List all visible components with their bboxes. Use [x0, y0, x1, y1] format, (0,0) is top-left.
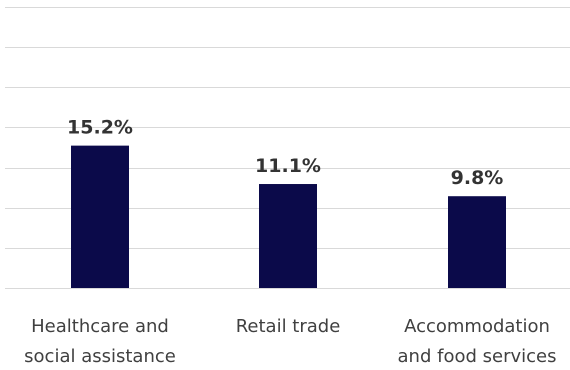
data-label: 15.2%: [67, 117, 133, 139]
bar: [259, 184, 317, 288]
category-label-line: Healthcare and: [31, 316, 169, 337]
data-label: 11.1%: [255, 155, 321, 177]
category-labels: Healthcare and social assistance Retail tr…: [24, 316, 556, 367]
category-label-line: Retail trade: [236, 316, 341, 337]
bar: [71, 145, 129, 288]
category-label-line: Accommodation: [404, 316, 550, 337]
category-label-line: and food services: [398, 346, 557, 367]
category-label: Accommodation and food services: [398, 316, 557, 367]
data-labels: 15.2% 11.1% 9.8%: [67, 117, 503, 190]
bar: [448, 196, 506, 288]
category-label-line: social assistance: [24, 346, 176, 367]
category-label: Retail trade: [236, 316, 341, 337]
category-label: Healthcare and social assistance: [24, 316, 176, 367]
bars: [71, 145, 506, 288]
data-label: 9.8%: [451, 167, 504, 189]
